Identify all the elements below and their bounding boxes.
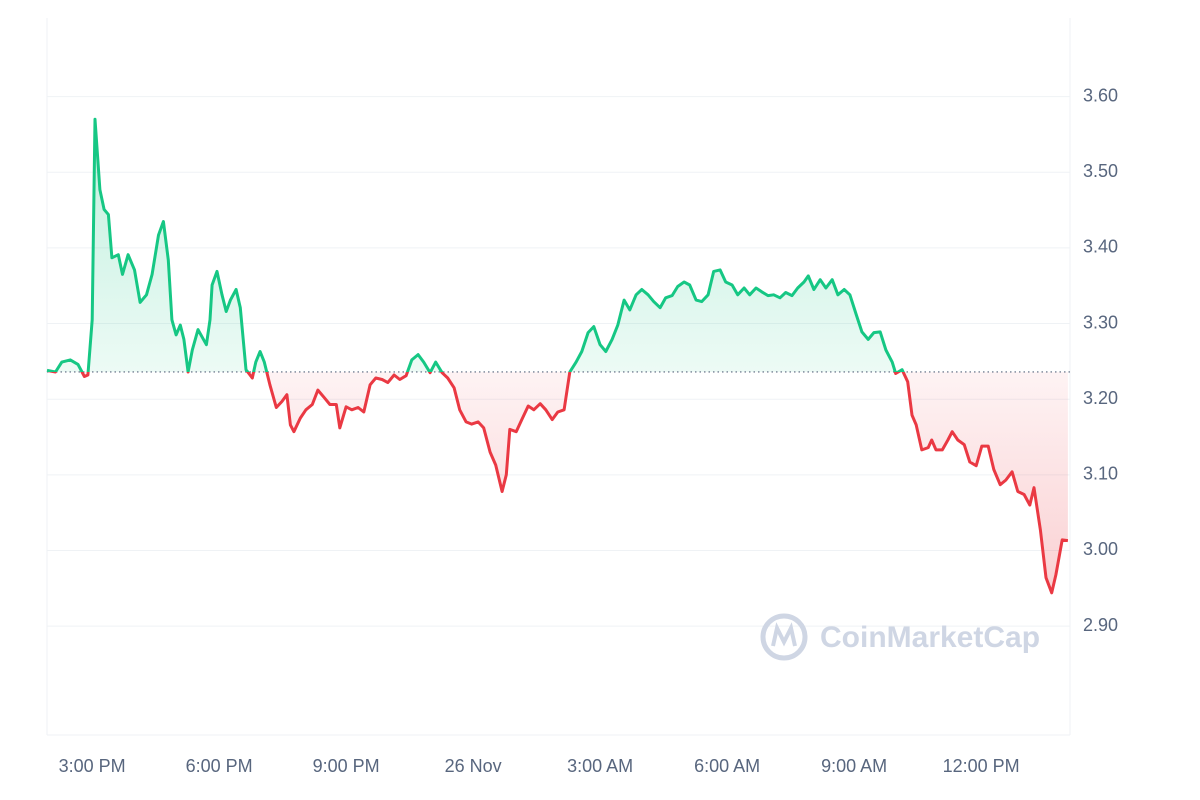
y-tick-label: 3.60 <box>1083 85 1118 105</box>
plot-area <box>46 18 1071 736</box>
watermark-logo-m <box>771 622 797 647</box>
y-tick-label: 3.30 <box>1083 312 1118 332</box>
x-tick-label: 9:00 PM <box>313 756 380 776</box>
price-line <box>46 117 1069 595</box>
y-tick-label: 3.00 <box>1083 539 1118 559</box>
y-tick-label: 3.20 <box>1083 388 1118 408</box>
x-tick-label: 3:00 PM <box>59 756 126 776</box>
x-tick-label: 6:00 PM <box>186 756 253 776</box>
y-tick-label: 3.40 <box>1083 237 1118 257</box>
y-tick-label: 3.10 <box>1083 464 1118 484</box>
x-tick-label: 12:00 PM <box>943 756 1020 776</box>
area <box>47 119 1068 593</box>
x-tick-label: 6:00 AM <box>694 756 760 776</box>
x-tick-label: 26 Nov <box>445 756 502 776</box>
x-tick-label: 9:00 AM <box>821 756 887 776</box>
y-tick-label: 3.50 <box>1083 161 1118 181</box>
watermark-logo <box>760 613 808 661</box>
y-tick-label: 2.90 <box>1083 615 1118 635</box>
x-tick-label: 3:00 AM <box>567 756 633 776</box>
watermark: CoinMarketCap <box>760 613 1040 661</box>
watermark-text: CoinMarketCap <box>820 621 1040 654</box>
